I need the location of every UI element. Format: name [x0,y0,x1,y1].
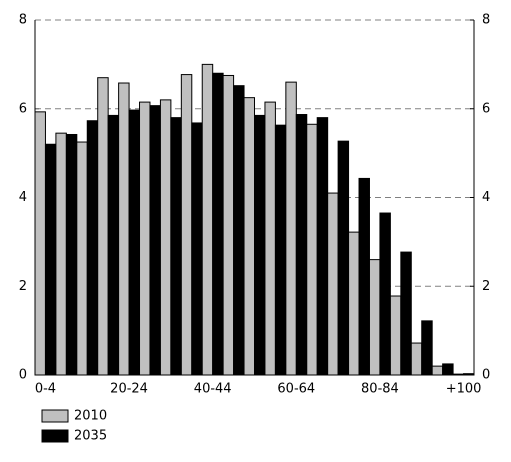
bar [34,111,46,376]
bar [212,72,224,376]
legend-swatch [41,429,69,443]
bar [180,74,193,376]
bar [274,124,287,376]
y2-tick-label: 6 [482,101,490,116]
y-tick-label: 4 [19,190,27,205]
bar [358,177,370,376]
legend-swatch [41,409,69,423]
bar [337,140,350,376]
y2-tick-label: 2 [482,279,490,294]
bar [285,81,297,376]
x-tick-label: 0-4 [35,382,56,397]
bar [191,122,203,376]
bar [86,120,99,376]
legend-label: 2010 [74,409,107,424]
bar [55,132,67,376]
bar [316,117,329,376]
x-tick-label: 20-24 [110,382,148,397]
bar [389,295,402,376]
bar [170,117,182,376]
bar [254,114,266,376]
bar [159,99,172,376]
bar [97,77,109,376]
x-tick-label: 40-44 [194,382,232,397]
bar [410,342,423,376]
bar [421,320,433,376]
bar [233,85,245,376]
bar [44,143,57,376]
x-tick-label: 60-64 [277,382,315,397]
x-tick-label: +100 [446,382,482,397]
bar [264,101,276,376]
bar [368,259,381,376]
y-tick-label: 2 [19,279,27,294]
bar [400,251,412,376]
y-tick-label: 0 [19,368,27,383]
y2-tick-label: 0 [482,368,490,383]
bar [243,97,256,376]
bar [442,363,454,376]
x-tick-label: 80-84 [361,382,399,397]
y2-tick-label: 4 [482,190,490,205]
bar [107,114,120,376]
bar [222,74,235,376]
bar [149,105,161,376]
y-tick-label: 6 [19,101,27,116]
bar [327,192,339,376]
bar [306,123,318,376]
bar [431,365,444,376]
y2-tick-label: 8 [482,13,490,28]
bar [348,231,360,376]
bar [118,82,130,376]
bar [379,212,391,376]
bar [201,63,214,376]
bar [76,141,88,376]
y-tick-label: 8 [19,13,27,28]
bar [65,133,78,376]
bar [139,101,151,376]
bar [295,114,308,376]
legend-label: 2035 [74,429,107,444]
bar [128,109,141,376]
